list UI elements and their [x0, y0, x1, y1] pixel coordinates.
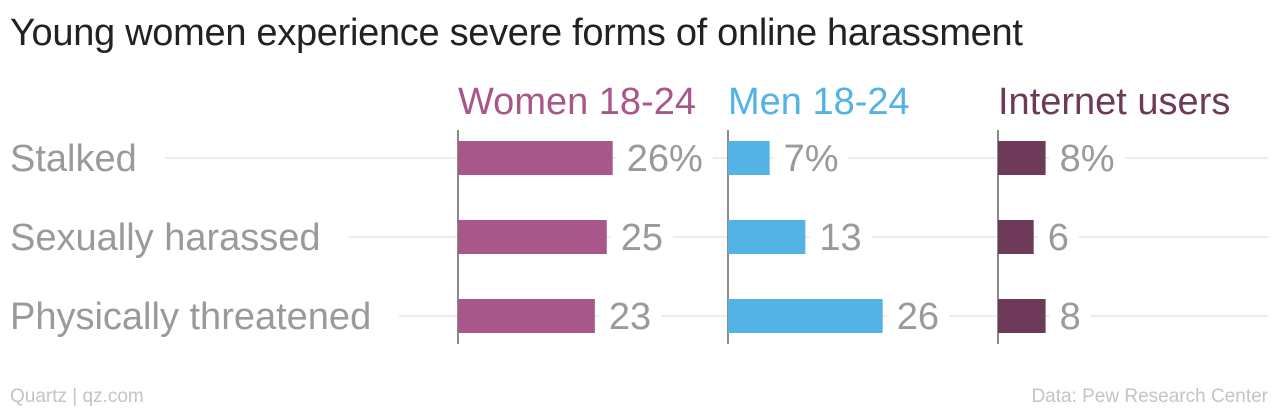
- label-backing: [773, 155, 849, 161]
- data-label: 8%: [1060, 138, 1115, 180]
- data-label: 7%: [784, 138, 839, 180]
- bar: [998, 141, 1046, 175]
- label-backing: [598, 313, 662, 319]
- category-label: Sexually harassed: [10, 217, 321, 259]
- category-label: Physically threatened: [10, 296, 371, 338]
- data-label: 6: [1048, 217, 1069, 259]
- footer-source-left: Quartz | qz.com: [10, 386, 144, 407]
- label-backing: [886, 313, 949, 319]
- bar: [458, 299, 595, 333]
- series-header: Internet users: [998, 81, 1230, 123]
- chart-title: Young women experience severe forms of o…: [10, 12, 1023, 54]
- label-backing: [616, 155, 713, 161]
- label-backing: [809, 234, 872, 240]
- footer-source-right: Data: Pew Research Center: [1031, 386, 1268, 407]
- category-label: Stalked: [10, 138, 137, 180]
- label-backing: [1037, 234, 1079, 240]
- bar: [728, 299, 883, 333]
- bar: [728, 141, 770, 175]
- bar: [728, 220, 806, 254]
- data-label: 25: [621, 217, 663, 259]
- label-backing: [610, 234, 674, 240]
- bar: [998, 299, 1046, 333]
- data-label: 26: [897, 296, 939, 338]
- bar: [458, 220, 607, 254]
- label-backing: [1049, 313, 1091, 319]
- data-label: 13: [819, 217, 861, 259]
- series-header: Women 18-24: [458, 81, 696, 123]
- data-label: 23: [609, 296, 651, 338]
- data-label: 8: [1060, 296, 1081, 338]
- series-header: Men 18-24: [728, 81, 910, 123]
- bar: [458, 141, 613, 175]
- bar: [998, 220, 1034, 254]
- data-label: 26%: [627, 138, 703, 180]
- label-backing: [1049, 155, 1125, 161]
